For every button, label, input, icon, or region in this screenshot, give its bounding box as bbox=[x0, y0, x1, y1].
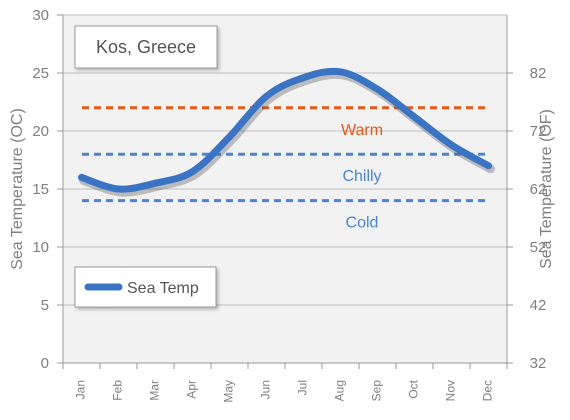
right-axis-title: Sea Temperature (OF) bbox=[538, 109, 555, 269]
threshold-label-cold: Cold bbox=[346, 215, 379, 232]
threshold-layer: Warm Chilly Cold bbox=[82, 106, 488, 232]
series-layer bbox=[78, 67, 495, 197]
left-tick-label-2: 10 bbox=[32, 239, 49, 256]
left-axis-title: Sea Temperature (OC) bbox=[9, 108, 26, 270]
month-label-feb: Feb bbox=[111, 380, 125, 401]
month-label-may: May bbox=[222, 380, 236, 403]
right-tick-label-2: 52 bbox=[530, 239, 547, 256]
right-tick-label-5: 82 bbox=[530, 65, 547, 82]
series-line-0 bbox=[78, 67, 492, 193]
right-tick-label-0: 32 bbox=[530, 355, 547, 372]
left-tick-label-1: 5 bbox=[41, 297, 49, 314]
right-tick-label-1: 42 bbox=[530, 297, 547, 314]
overlay-layer: Kos, Greece Sea Temp bbox=[74, 25, 218, 308]
month-label-oct: Oct bbox=[407, 379, 421, 398]
month-label-mar: Mar bbox=[148, 380, 162, 401]
legend: Sea Temp bbox=[74, 266, 217, 308]
threshold-label-warm: Warm bbox=[341, 122, 383, 139]
chart-title: Kos, Greece bbox=[96, 37, 196, 57]
left-tick-label-0: 0 bbox=[41, 355, 49, 372]
month-label-nov: Nov bbox=[444, 380, 458, 401]
month-label-jul: Jul bbox=[296, 380, 310, 395]
left-tick-label-6: 30 bbox=[32, 7, 49, 24]
legend-label-sea-temp: Sea Temp bbox=[127, 280, 199, 297]
month-label-aug: Aug bbox=[333, 380, 347, 401]
month-label-jan: Jan bbox=[74, 380, 88, 399]
chart-title-box: Kos, Greece bbox=[74, 25, 218, 69]
right-tick-label-4: 72 bbox=[530, 123, 547, 140]
left-tick-label-4: 20 bbox=[32, 123, 49, 140]
threshold-label-chilly: Chilly bbox=[342, 168, 381, 185]
axis-layer: 0 5 10 15 20 25 30 32 42 52 62 72 82 Jan Feb Mar Apr May J… bbox=[9, 7, 555, 403]
left-tick-label-5: 25 bbox=[32, 65, 49, 82]
month-label-sep: Sep bbox=[370, 380, 384, 402]
title-box-frame bbox=[74, 25, 218, 69]
left-tick-label-3: 15 bbox=[32, 181, 49, 198]
month-label-jun: Jun bbox=[259, 380, 273, 399]
right-tick-label-3: 62 bbox=[530, 181, 547, 198]
month-label-dec: Dec bbox=[481, 380, 495, 401]
month-label-apr: Apr bbox=[185, 380, 199, 399]
